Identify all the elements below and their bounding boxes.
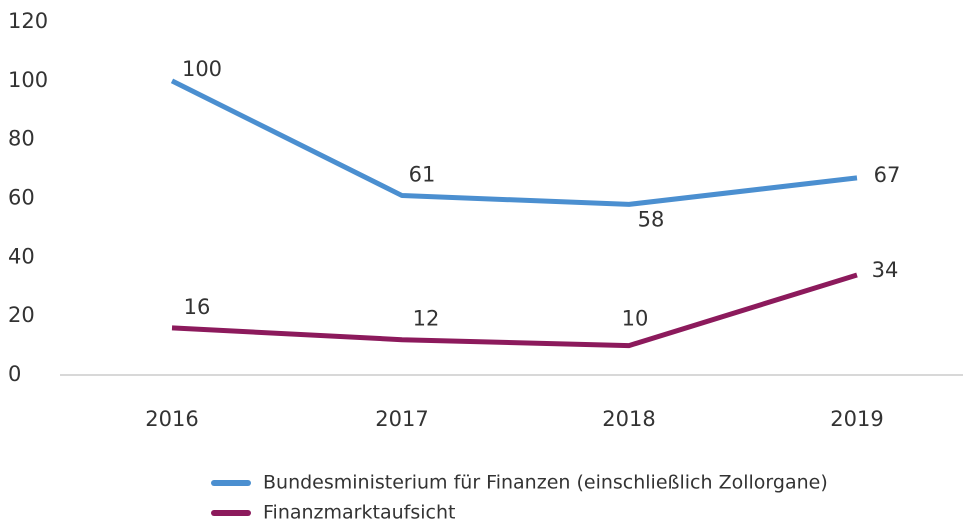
y-tick-label: 80 (8, 127, 35, 151)
data-label: 34 (872, 258, 899, 282)
y-tick-label: 20 (8, 303, 35, 327)
data-label: 61 (409, 163, 436, 187)
y-tick-label: 0 (8, 362, 21, 386)
data-label: 58 (638, 207, 665, 231)
x-tick-label: 2016 (145, 407, 198, 431)
x-tick-label: 2018 (602, 407, 655, 431)
x-tick-label: 2019 (830, 407, 883, 431)
y-tick-label: 120 (8, 9, 48, 33)
y-tick-label: 100 (8, 68, 48, 92)
data-label: 16 (184, 295, 211, 319)
y-tick-label: 60 (8, 186, 35, 210)
data-label: 67 (874, 163, 901, 187)
series-line (170, 78, 858, 207)
series-line (171, 272, 858, 349)
y-tick-label: 40 (8, 244, 35, 268)
data-label: 100 (182, 57, 222, 81)
legend-label: Bundesministerium für Finanzen (einschli… (263, 472, 828, 494)
data-label: 12 (413, 307, 440, 331)
legend-label: Finanzmarktaufsicht (263, 502, 455, 524)
legend: Bundesministerium für Finanzen (einschli… (211, 472, 828, 524)
x-tick-label: 2017 (375, 407, 428, 431)
data-label: 10 (622, 307, 649, 331)
